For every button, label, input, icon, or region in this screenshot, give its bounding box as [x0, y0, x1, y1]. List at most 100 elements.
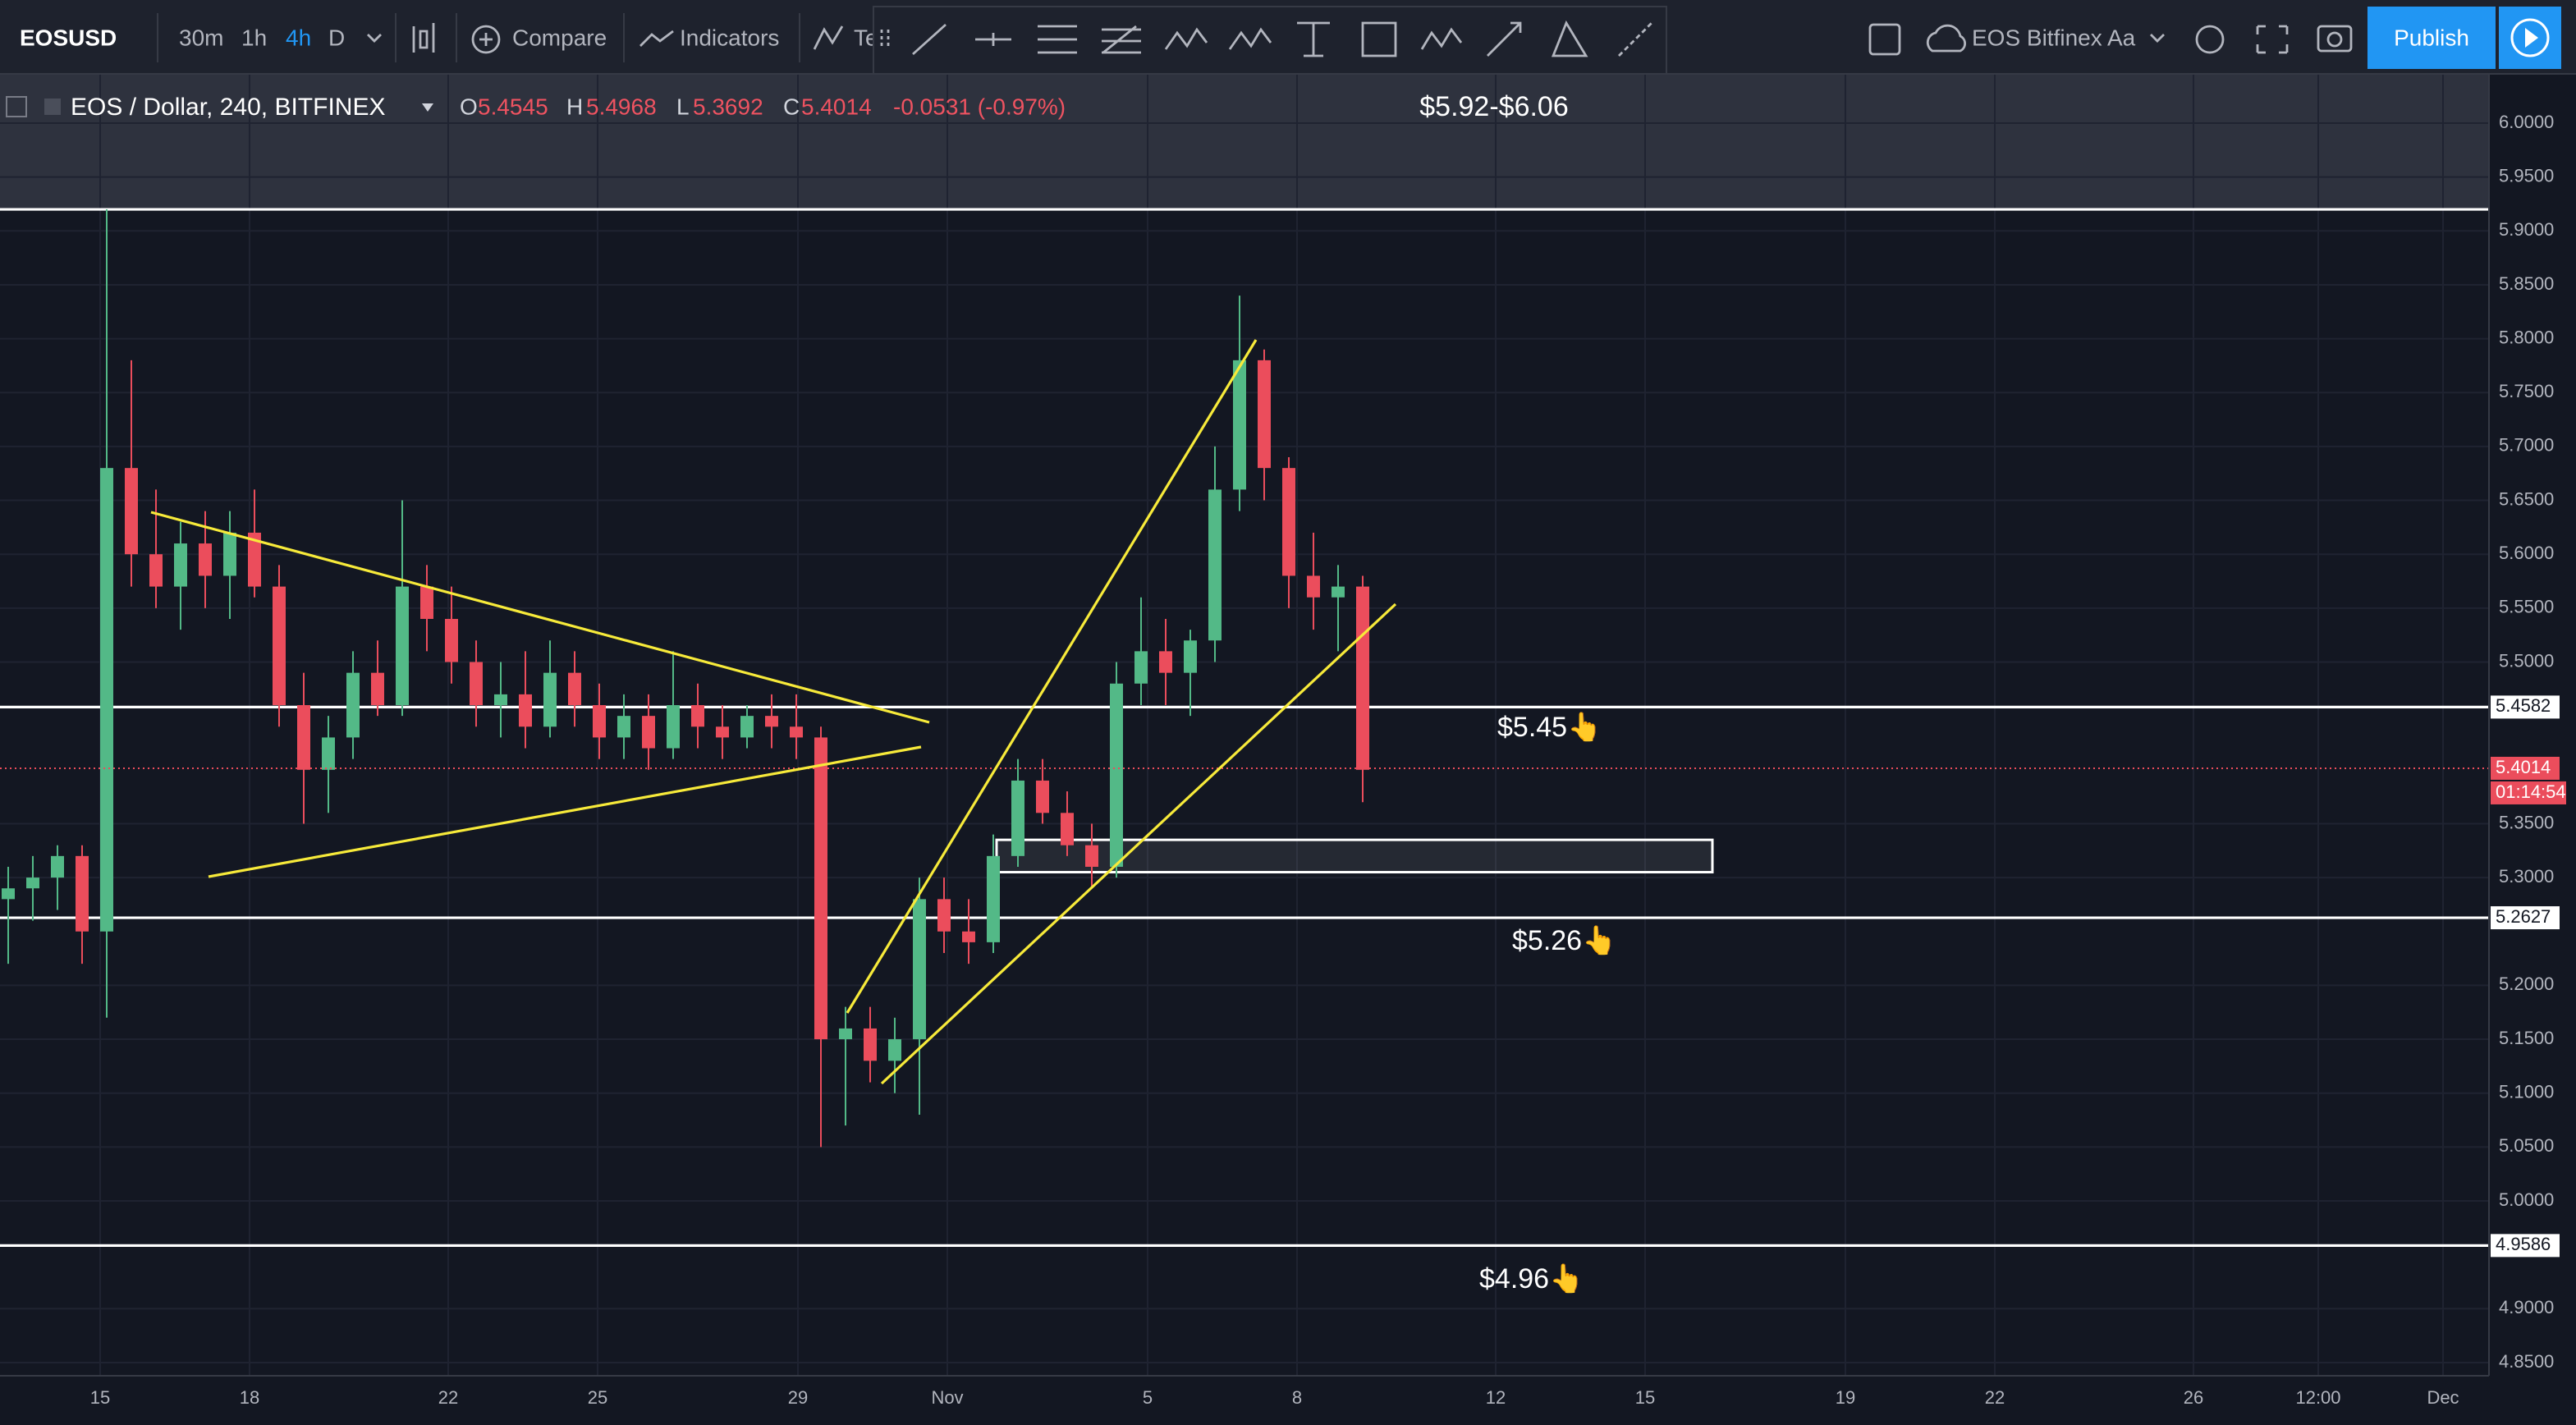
candle-body	[420, 586, 433, 619]
candle-body	[26, 877, 39, 889]
pattern-tool[interactable]	[1164, 27, 1208, 50]
candle-body	[1282, 468, 1295, 576]
text-tool[interactable]	[1297, 21, 1330, 57]
drawings	[150, 339, 1397, 1085]
settings-icon[interactable]	[2195, 25, 2225, 54]
pattern-tool[interactable]	[1228, 27, 1272, 50]
price-tick-label: 5.5500	[2499, 597, 2554, 617]
layout-icon[interactable]	[1868, 23, 1901, 56]
price-marker	[2491, 1234, 2560, 1258]
candle-body	[273, 586, 286, 706]
dropdown[interactable]	[367, 34, 382, 43]
candle-body	[1036, 780, 1049, 813]
price-tick-label: 4.9000	[2499, 1297, 2554, 1317]
indicators[interactable]: Indicators	[680, 25, 779, 50]
candle-body	[790, 726, 803, 738]
publish[interactable]: Publish	[2394, 25, 2469, 50]
compare-icon	[479, 33, 493, 46]
symbol-title[interactable]: EOS / Dollar, 240, BITFINEX	[71, 94, 385, 121]
candle-body	[1233, 360, 1246, 490]
value: 5.3692	[693, 94, 763, 119]
candle-body	[691, 705, 704, 727]
fullscreen-icon[interactable]	[2256, 25, 2289, 54]
candle-body	[519, 694, 532, 727]
candle-body	[51, 855, 64, 878]
price-marker-label: 5.4582	[2496, 695, 2551, 716]
candle-body	[2, 888, 15, 900]
replay-icon	[2525, 28, 2538, 48]
trend-line	[150, 511, 930, 724]
layout-name[interactable]: EOS Bitfinex Aa	[1972, 25, 2136, 50]
candle-body	[617, 716, 630, 738]
pattern-tool[interactable]	[1420, 27, 1463, 50]
candle-body	[1258, 360, 1271, 469]
candle-body	[1011, 780, 1024, 856]
annotation: $5.45👆	[1497, 711, 1602, 743]
templates-icon[interactable]	[813, 25, 844, 50]
time-label: 22	[1985, 1387, 2005, 1408]
compare-icon[interactable]	[471, 25, 501, 54]
candle-body	[248, 532, 261, 587]
drag-handle[interactable]	[880, 30, 890, 49]
compare[interactable]: Compare	[512, 25, 607, 50]
candle-body	[1307, 575, 1320, 598]
label: C	[783, 94, 800, 119]
time-label: Nov	[931, 1387, 963, 1408]
candle-body	[174, 543, 187, 587]
publish-button[interactable]	[2367, 7, 2496, 69]
candle-body	[543, 672, 557, 727]
price-axis-bg	[2489, 74, 2576, 1376]
change: -0.0531 (-0.97%)	[893, 94, 1066, 119]
arrow-tool[interactable]	[1487, 21, 1522, 57]
collapse-icon[interactable]	[6, 96, 27, 117]
interval[interactable]: 30m	[179, 25, 223, 50]
candle-body	[1085, 845, 1098, 867]
price-tick-label: 5.3500	[2499, 812, 2554, 832]
candle-body	[740, 716, 754, 738]
symbol[interactable]: EOSUSD	[20, 25, 117, 50]
measure-tool[interactable]	[1551, 20, 1588, 57]
candle-body	[888, 1039, 901, 1061]
indicators-icon[interactable]	[639, 30, 674, 47]
candle-body	[814, 737, 827, 1040]
time-label: 15	[1635, 1387, 1655, 1408]
price-tick-label: 6.0000	[2499, 112, 2554, 132]
price-tick-label: 5.7500	[2499, 381, 2554, 401]
horizontal-tool[interactable]	[975, 33, 1011, 46]
dropdown[interactable]	[422, 103, 433, 112]
chart-type-icon[interactable]	[412, 23, 435, 53]
candle-body	[445, 618, 458, 662]
interval[interactable]: 1h	[241, 25, 267, 50]
price-tick-label: 5.0500	[2499, 1135, 2554, 1156]
candle-body	[937, 899, 951, 932]
dropdown[interactable]	[2150, 34, 2165, 43]
price-tick-label: 5.8500	[2499, 273, 2554, 294]
price-tick-label: 5.6000	[2499, 543, 2554, 563]
trend-tool[interactable]	[912, 23, 947, 56]
candle-body	[765, 716, 778, 727]
cloud-icon[interactable]	[1926, 24, 1966, 53]
replay-icon	[2510, 18, 2550, 57]
candle-body	[199, 543, 212, 576]
toolbar: EOSUSD 30m 1h 4h D Compare Indicators Te	[0, 0, 2576, 75]
interval-active[interactable]: 4h	[286, 25, 311, 50]
shape-tool[interactable]	[1361, 21, 1397, 57]
candle-body	[76, 855, 89, 932]
label: O	[460, 94, 478, 119]
time-label: Dec	[2427, 1387, 2459, 1408]
annotation: $5.92-$6.06	[1419, 91, 1569, 122]
price-tick-label: 5.0000	[2499, 1189, 2554, 1210]
candle-body	[1208, 489, 1222, 641]
snapshot-icon	[2326, 31, 2343, 48]
candle-body	[1110, 683, 1123, 867]
price-marker	[2491, 695, 2560, 719]
value: 5.4014	[801, 94, 872, 119]
pitchfork-tool[interactable]	[1102, 25, 1141, 54]
fib-tool[interactable]	[1038, 25, 1077, 54]
candle-body	[396, 586, 409, 706]
interval[interactable]: D	[328, 25, 345, 50]
snapshot-icon[interactable]	[2317, 25, 2353, 53]
time-label: 12:00	[2295, 1387, 2340, 1408]
candle-body	[667, 705, 680, 749]
